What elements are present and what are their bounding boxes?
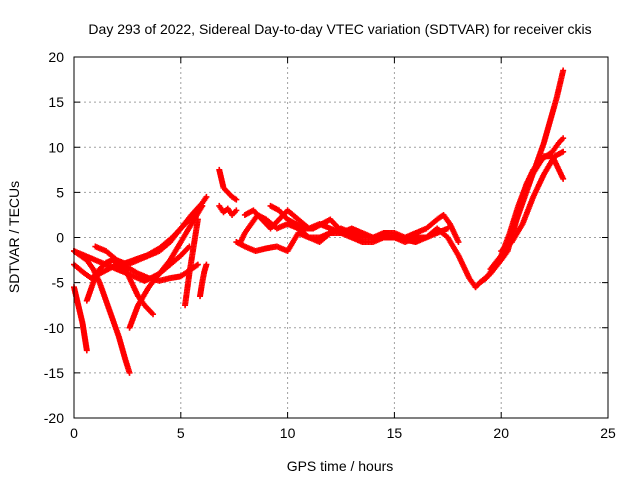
data-point [194,216,201,223]
data-point [560,148,567,155]
series-s8 [117,202,206,268]
data-point [560,67,567,74]
y-tick-label: 10 [48,139,64,155]
data-point [126,369,133,376]
data-point [233,196,240,203]
grid-layer [74,57,608,418]
data-point [199,202,206,209]
data-point [444,225,451,232]
chart-title: Day 293 of 2022, Sidereal Day-to-day VTE… [88,21,591,37]
y-tick-label: 5 [56,184,64,200]
y-tick-label: 15 [48,94,64,110]
y-tick-label: -10 [44,320,64,336]
y-tick-label: 20 [48,49,64,65]
data-point [560,175,567,182]
series-s19 [487,153,567,273]
data-point [560,135,567,142]
data-point [203,261,210,268]
marks-layer [71,67,567,376]
series-s16 [267,202,359,236]
data-point [203,193,210,200]
series-s2 [71,284,90,354]
x-axis-label: GPS time / hours [287,458,394,474]
data-point [83,347,90,354]
x-tick-label: 25 [600,425,616,441]
x-tick-label: 20 [493,425,509,441]
data-point [352,229,359,236]
y-tick-label: -20 [44,410,64,426]
data-point [233,207,240,214]
x-tick-label: 10 [280,425,296,441]
y-tick-label: -15 [44,365,64,381]
data-point [194,261,201,268]
series-s20 [498,148,567,255]
x-tick-label: 0 [70,425,78,441]
series-s1 [71,248,133,376]
x-tick-label: 15 [387,425,403,441]
series-s7 [126,202,206,331]
plot-frame [73,56,609,419]
y-tick-label: -5 [52,275,65,291]
data-point [455,239,462,246]
series-s11 [216,166,240,203]
x-tick-label: 5 [177,425,185,441]
series-s9 [182,216,201,309]
series-s12 [216,202,240,218]
y-axis-label: SDTVAR / TECUs [6,181,22,293]
series-s10 [197,261,210,300]
data-point [150,311,157,318]
y-tick-label: 0 [56,230,64,246]
series-s17 [472,67,567,291]
ticks-layer: 0 5 10 15 20 25 -20 -15 -10 -5 0 5 10 15 20 [44,49,616,441]
